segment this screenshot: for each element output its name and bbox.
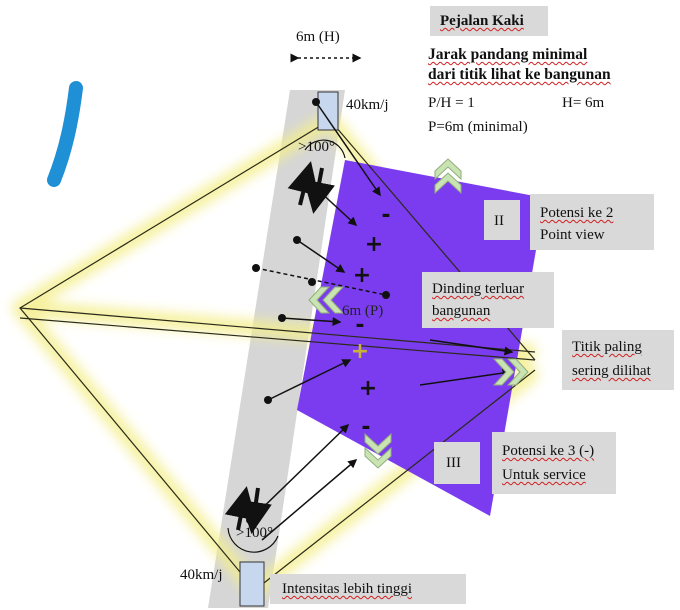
zone-iii-line1: Potensi ke 3 (-): [502, 443, 595, 459]
chevron-right-icon: [492, 358, 529, 386]
chevron-up-icon: [434, 158, 462, 195]
sign-minus-2: -: [355, 313, 364, 338]
traffic-arrows: [224, 161, 335, 534]
road-strip: [208, 90, 345, 608]
vehicle-top: [317, 91, 339, 131]
zone-iii-box: [492, 432, 616, 494]
intensity-box: [270, 574, 466, 604]
angle-arc-bottom: [227, 527, 279, 553]
legend-h-value: H= 6m: [562, 95, 605, 111]
zone-ii-numeral: II: [494, 213, 504, 229]
focus-line1: Titik paling: [572, 339, 642, 355]
legend-p-value: P=6m (minimal): [428, 119, 528, 135]
sign-plus-3: +: [359, 376, 377, 401]
dim-h-label: 6m (H): [296, 29, 340, 45]
focus-label-box: [562, 330, 674, 390]
chevron-left-icon: [308, 286, 345, 314]
wall-line2: bangunan: [432, 303, 491, 319]
wall-line1: Dinding terluar: [432, 281, 525, 297]
sign-plus-yellow: +: [351, 339, 369, 364]
speed-top-label: 40km/j: [346, 97, 389, 113]
wall-label-box: [422, 272, 554, 328]
vehicle-bottom: [239, 561, 265, 607]
zone-ii-numeral-box: [484, 200, 520, 240]
sign-minus-1: -: [381, 203, 390, 228]
zone-ii-line2: Point view: [540, 227, 605, 243]
legend-heading-1: Jarak pandang minimal: [428, 46, 588, 63]
zone-iii-numeral-box: [434, 442, 480, 484]
sign-plus-1: +: [365, 232, 383, 257]
legend-title-box: [430, 6, 548, 36]
angle-top-label: >100°: [298, 139, 335, 155]
focus-line2: sering dilihat: [572, 363, 651, 379]
dim-p-label: 6m (P): [342, 303, 384, 319]
legend-heading-2: dari titik lihat ke bangunan: [428, 66, 611, 83]
sign-minus-3: -: [361, 415, 370, 440]
intensity-label: Intensitas lebih tinggi: [282, 581, 412, 597]
sight-lines: [249, 101, 514, 541]
chevron-markers: [308, 158, 529, 469]
legend-title: Pejalan Kaki: [440, 13, 524, 29]
zone-iii-numeral: III: [446, 455, 461, 471]
water-stroke: [47, 81, 83, 187]
building-block: [297, 160, 545, 516]
zone-ii-box: [530, 194, 654, 250]
speed-bottom-label: 40km/j: [180, 567, 223, 583]
zone-iii-line2: Untuk service: [502, 467, 586, 483]
angle-bottom-label: >100°: [236, 525, 273, 541]
angle-arc-top: [304, 139, 346, 159]
legend-ratio: P/H = 1: [428, 95, 475, 111]
zone-ii-line1: Potensi ke 2: [540, 205, 614, 221]
chevron-down-icon: [364, 432, 392, 469]
viewpoint-dots: [246, 98, 390, 524]
sign-plus-2: +: [353, 263, 371, 288]
